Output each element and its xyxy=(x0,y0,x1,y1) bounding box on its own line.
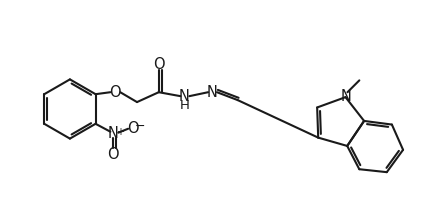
Text: O: O xyxy=(109,85,121,100)
Text: H: H xyxy=(179,99,189,112)
Text: N: N xyxy=(340,89,351,104)
Text: O: O xyxy=(153,57,164,72)
Text: N: N xyxy=(206,85,217,100)
Text: +: + xyxy=(116,127,124,137)
Text: −: − xyxy=(135,120,145,133)
Text: O: O xyxy=(107,147,119,162)
Text: N: N xyxy=(108,126,118,141)
Text: N: N xyxy=(178,89,189,104)
Text: O: O xyxy=(127,121,138,136)
